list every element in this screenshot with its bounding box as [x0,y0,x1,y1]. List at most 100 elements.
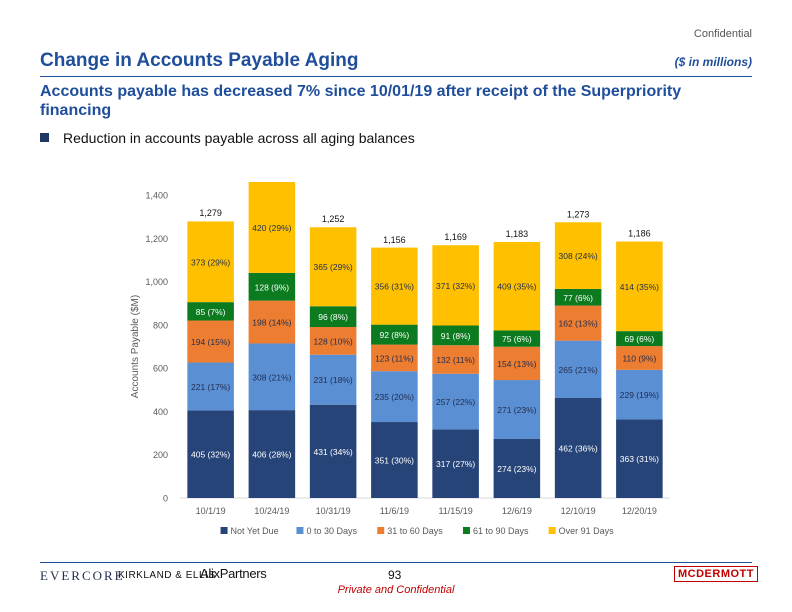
segment-value-label: 409 (35%) [497,282,536,292]
bar-segment [616,241,663,332]
legend-swatch [220,527,228,534]
bar-segment [248,182,296,273]
bar-segment [432,345,479,374]
x-tick-label: 12/6/19 [502,506,532,516]
bar-segment [371,324,418,345]
total-label: 1,183 [506,229,529,239]
page-number: 93 [388,568,402,582]
bar-segment [432,245,479,326]
legend-label: Not Yet Due [231,526,279,536]
title-divider [40,76,752,77]
bar-segment [493,438,541,498]
segment-value-label: 221 (17%) [191,382,230,392]
segment-value-label: 123 (11%) [375,353,414,363]
bar-segment [187,410,234,498]
y-tick-label: 1,200 [145,234,168,244]
bar-segment [616,369,663,420]
bar-segment [309,306,357,328]
x-tick-label: 11/15/19 [438,506,472,516]
y-tick-label: 1,400 [145,191,168,201]
bar-segment [371,422,418,498]
segment-value-label: 231 (18%) [314,375,353,385]
bar-segment [248,300,296,344]
segment-value-label: 85 (7%) [196,307,226,317]
bar-segment [187,302,234,321]
evercore-logo: EVERCORE [40,568,125,583]
segment-value-label: 351 (30%) [375,456,414,466]
total-label: 1,156 [383,235,406,245]
subtitle: Accounts payable has decreased 7% since … [40,83,682,119]
segment-value-label: 414 (35%) [620,282,659,292]
bar-segment [248,343,296,411]
total-label: 1,279 [199,208,222,218]
bullet-square-icon [40,133,49,142]
bar-segment [616,419,663,498]
segment-value-label: 194 (15%) [191,337,230,347]
segment-value-label: 308 (24%) [559,251,598,261]
legend-swatch [548,527,556,534]
segment-value-label: 92 (8%) [379,330,409,340]
segment-value-label: 308 (21%) [252,372,291,382]
segment-value-label: 405 (32%) [191,450,230,460]
segment-value-label: 317 (27%) [436,459,475,469]
segment-value-label: 154 (13%) [497,359,536,369]
bar-segment [432,429,479,498]
x-tick-label: 11/6/19 [380,506,409,516]
bar-segment [493,330,541,347]
legend-label: 31 to 60 Days [387,526,443,536]
page-title: Change in Accounts Payable Aging [40,50,359,71]
x-tick-label: 10/24/19 [254,506,289,516]
segment-value-label: 371 (32%) [436,281,475,291]
segment-value-label: 265 (21%) [559,365,598,375]
segment-value-label: 462 (36%) [559,444,598,454]
segment-value-label: 363 (31%) [620,454,659,464]
bar-segment [432,373,479,430]
segment-value-label: 75 (6%) [502,334,532,344]
y-tick-label: 600 [153,364,168,374]
segment-value-label: 162 (13%) [559,319,598,329]
bar-segment [493,241,541,331]
segment-value-label: 420 (29%) [252,223,291,233]
bar-segment [554,305,602,341]
bar-segment [554,288,602,306]
segment-value-label: 257 (22%) [436,397,475,407]
bar-segment [309,327,357,355]
segment-value-label: 77 (6%) [563,293,593,303]
footer-divider [40,562,752,563]
segment-value-label: 406 (28%) [252,450,291,460]
x-tick-label: 12/10/19 [561,506,596,516]
units-note: ($ in millions) [674,55,752,69]
x-tick-label: 12/20/19 [622,506,657,516]
y-axis-title: Accounts Payable ($M) [130,295,141,398]
bullet-text: Reduction in accounts payable across all… [63,130,415,146]
bar-segment [616,346,663,370]
private-confidential-label: Private and Confidential [337,584,455,596]
bar-segment [493,380,541,439]
y-tick-label: 200 [153,450,168,460]
legend: Not Yet Due 0 to 30 Days 31 to 60 Days 61 t… [220,526,614,536]
total-label: 1,169 [444,232,467,242]
bar-segment [309,227,357,307]
segment-value-label: 229 (19%) [620,390,659,400]
bar-segment [248,410,296,498]
segment-value-label: 274 (23%) [497,464,536,474]
legend-swatch [462,527,470,534]
bullet-item: Reduction in accounts payable across all… [40,130,415,146]
legend-swatch [296,527,304,534]
bar-segments [187,182,663,498]
bar-segment [554,398,602,498]
segment-value-label: 128 (10%) [314,336,353,346]
legend-label: 0 to 30 Days [306,526,357,536]
segment-value-label: 96 (8%) [318,312,348,322]
x-tick-label: 10/1/19 [196,506,226,516]
bar-segment [616,331,663,347]
mcdermott-logo: MCDERMOTT [674,566,758,582]
segment-value-label: 431 (34%) [314,447,353,457]
bar-segment [554,340,602,399]
bar-segment [187,320,234,363]
bar-segment [371,371,418,423]
segment-value-label: 110 (9%) [622,353,656,363]
legend-swatch [377,527,385,534]
y-tick-label: 800 [153,320,168,330]
bar-segment [187,221,234,303]
